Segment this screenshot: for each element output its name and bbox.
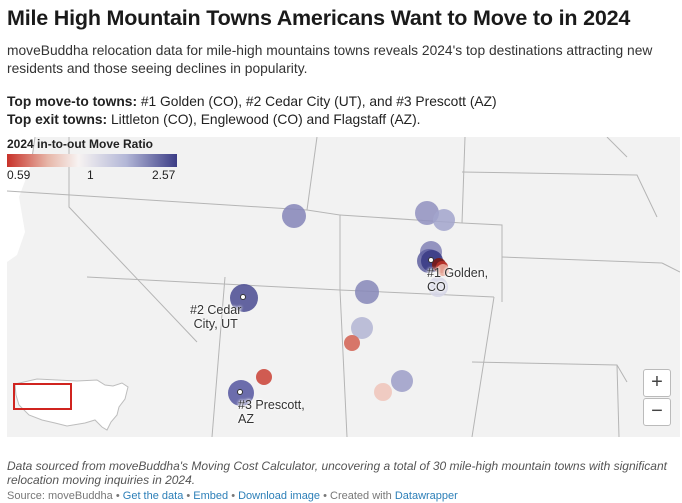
prescott-label-line1: #3 Prescott, [238, 398, 305, 412]
border-wy-east [461, 137, 466, 224]
town-marker[interactable] [391, 370, 413, 392]
border-mo [661, 262, 680, 273]
legend-mid: 1 [87, 168, 94, 182]
get-data-link[interactable]: Get the data [122, 490, 184, 502]
map-area[interactable]: #1 Golden, CO #2 Cedar City, UT #3 Presc… [7, 137, 680, 437]
border-co-east [461, 222, 503, 302]
border-ok-east [616, 364, 620, 437]
prescott-label-line2: AZ [238, 412, 254, 426]
golden-dot [428, 257, 434, 263]
state-borders [7, 137, 680, 437]
source-note: Data sourced from moveBuddha's Moving Co… [7, 459, 667, 487]
top-move-to-text: #1 Golden (CO), #2 Cedar City (UT), and … [137, 94, 497, 109]
map-svg [7, 137, 680, 437]
border-wy-north [306, 137, 318, 211]
top-exit-text: Littleton (CO), Englewood (CO) and Flags… [107, 112, 421, 127]
cedar-city-dot [240, 294, 246, 300]
town-marker[interactable] [256, 369, 272, 385]
town-marker[interactable] [282, 204, 306, 228]
cedar-city-label: #2 Cedar City, UT [190, 303, 241, 331]
golden-label-line1: #1 Golden, [427, 266, 489, 280]
footer-sep: • [320, 490, 331, 502]
footer: Source: moveBuddha • Get the data • Embe… [7, 490, 458, 502]
inset-highlight-box [13, 383, 72, 410]
chart-description: moveBuddha relocation data for mile-high… [7, 43, 653, 76]
footer-created: Created with [330, 490, 395, 502]
footer-sep: • [228, 490, 239, 502]
legend-max: 2.57 [152, 168, 176, 182]
footer-source: Source: moveBuddha [7, 490, 113, 502]
embed-link[interactable]: Embed [193, 490, 229, 502]
top-move-to-label: Top move-to towns: [7, 94, 138, 109]
chart-title: Mile High Mountain Towns Americans Want … [7, 6, 631, 30]
border-ks-ne [501, 256, 663, 264]
border-ne-top [461, 171, 658, 218]
town-marker[interactable] [351, 317, 373, 339]
border-id-ut [7, 190, 308, 211]
town-marker[interactable] [415, 201, 439, 225]
border-mi-ia [606, 137, 628, 158]
legend-ticks: 0.59 1 2.57 [7, 167, 179, 183]
town-marker[interactable] [355, 280, 379, 304]
town-markers [228, 201, 455, 406]
golden-label-line2: CO [427, 280, 446, 294]
border-az-nm [211, 276, 226, 437]
cedar-city-label-line2: City, UT [193, 317, 238, 331]
top-exit-line: Top exit towns: Littleton (CO), Englewoo… [7, 111, 497, 129]
town-marker[interactable] [374, 383, 392, 401]
town-marker[interactable] [428, 277, 448, 297]
legend-title: 2024 in-to-out Move Ratio [7, 137, 154, 151]
datawrapper-link[interactable]: Datawrapper [394, 490, 458, 502]
town-marker[interactable] [437, 264, 449, 276]
border-ok-tx [471, 361, 628, 383]
inset-us-map [13, 378, 129, 431]
footer-sep: • [183, 490, 194, 502]
border-nm-co [339, 289, 348, 437]
legend-min: 0.59 [7, 168, 31, 182]
zoom-in-button[interactable]: + [643, 369, 671, 397]
town-marker[interactable] [433, 209, 455, 231]
prescott-label: #3 Prescott, AZ [238, 398, 305, 426]
border-nm-east [471, 296, 495, 437]
highlights: Top move-to towns: #1 Golden (CO), #2 Ce… [7, 93, 497, 129]
cedar-city-label-line1: #2 Cedar [190, 303, 242, 317]
download-image-link[interactable]: Download image [238, 490, 321, 502]
ocean [7, 137, 35, 262]
border-ut-co [306, 209, 341, 290]
footer-sep: • [112, 490, 123, 502]
color-legend: 2024 in-to-out Move Ratio 0.59 1 2.57 [7, 137, 187, 183]
legend-gradient [7, 154, 177, 167]
top-exit-label: Top exit towns: [7, 112, 108, 127]
prescott-dot [237, 389, 243, 395]
golden-label: #1 Golden, CO [427, 266, 488, 294]
town-marker[interactable] [344, 335, 360, 351]
zoom-out-button[interactable]: − [643, 398, 671, 426]
top-move-to-line: Top move-to towns: #1 Golden (CO), #2 Ce… [7, 93, 497, 111]
